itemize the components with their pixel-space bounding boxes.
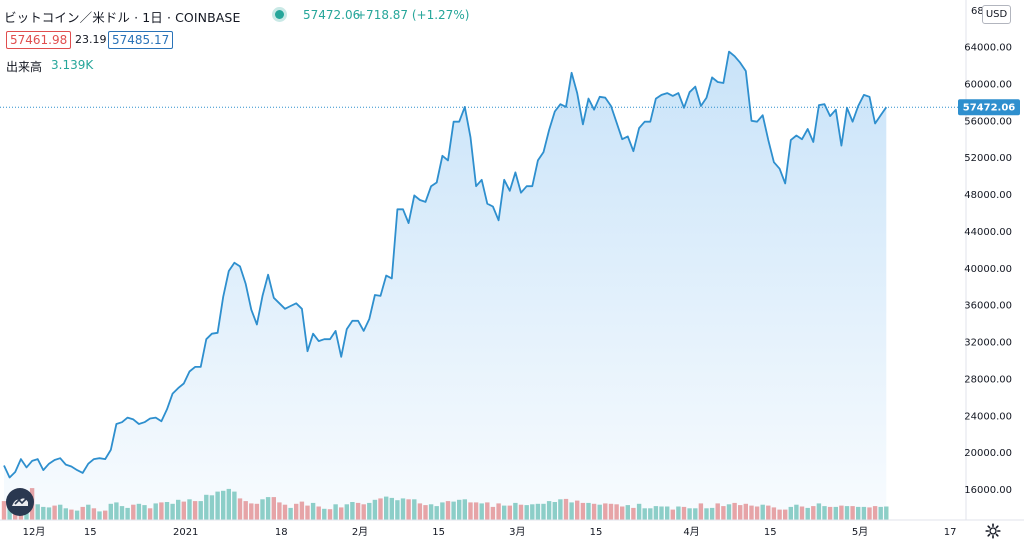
time-tick-label: 2月 [352, 526, 368, 538]
price-area-fill [4, 51, 887, 520]
last-price: 57472.06 [303, 8, 361, 22]
current-price-tag-label: 57472.06 [963, 103, 1016, 114]
gear-icon[interactable] [985, 523, 1001, 539]
price-tick-label: 52000.00 [964, 153, 1012, 164]
time-tick-label: 15 [432, 527, 445, 538]
tradingview-logo-icon[interactable] [6, 488, 34, 516]
time-tick-label: 2021 [173, 527, 198, 538]
volume-bar [1, 501, 7, 520]
volume-value: 3.139K [51, 58, 94, 72]
spread-value: 23.19 [75, 33, 107, 46]
price-tick-label: 24000.00 [964, 411, 1012, 422]
time-tick-label: 12月 [23, 526, 46, 538]
time-tick-label: 15 [84, 527, 97, 538]
time-tick-label: 18 [275, 527, 288, 538]
time-tick-label: 17 [944, 527, 957, 538]
price-axis[interactable]: 64000.00 60000.00 56000.00 52000.00 48000.00… [964, 6, 1012, 496]
time-tick-label: 4月 [683, 526, 699, 538]
price-tick-label: 20000.00 [964, 448, 1012, 459]
price-line-series [3, 50, 888, 479]
price-tick-label: 16000.00 [964, 485, 1012, 496]
time-tick-label: 15 [764, 527, 777, 538]
volume-label: 出来高 [6, 60, 43, 74]
price-change: +718.87 (+1.27%) [356, 8, 470, 22]
price-tick-label: 28000.00 [964, 374, 1012, 385]
market-open-dot-icon [275, 10, 284, 19]
bid-price-box[interactable]: 57461.98 [6, 31, 72, 49]
symbol-title[interactable]: ビットコイン／米ドル · 1日 · COINBASE [4, 10, 241, 25]
time-axis[interactable]: 12月 15 2021 18 2月 15 3月 15 4月 15 5月 17 [23, 526, 957, 538]
price-tick-label: 64000.00 [964, 43, 1012, 54]
current-price-tag: 57472.06 [958, 99, 1020, 116]
ask-price-box[interactable]: 57485.17 [108, 31, 174, 49]
price-tick-label: 40000.00 [964, 264, 1012, 275]
price-tick-label: 68 [971, 6, 984, 17]
time-tick-label: 5月 [852, 526, 868, 538]
price-tick-label: 56000.00 [964, 116, 1012, 127]
price-tick-label: 44000.00 [964, 227, 1012, 238]
price-tick-label: 60000.00 [964, 79, 1012, 90]
time-tick-label: 3月 [509, 526, 525, 538]
price-tick-label: 48000.00 [964, 190, 1012, 201]
price-tick-label: 36000.00 [964, 301, 1012, 312]
time-tick-label: 15 [590, 527, 603, 538]
currency-button[interactable]: USD [982, 5, 1011, 24]
price-tick-label: 32000.00 [964, 338, 1012, 349]
